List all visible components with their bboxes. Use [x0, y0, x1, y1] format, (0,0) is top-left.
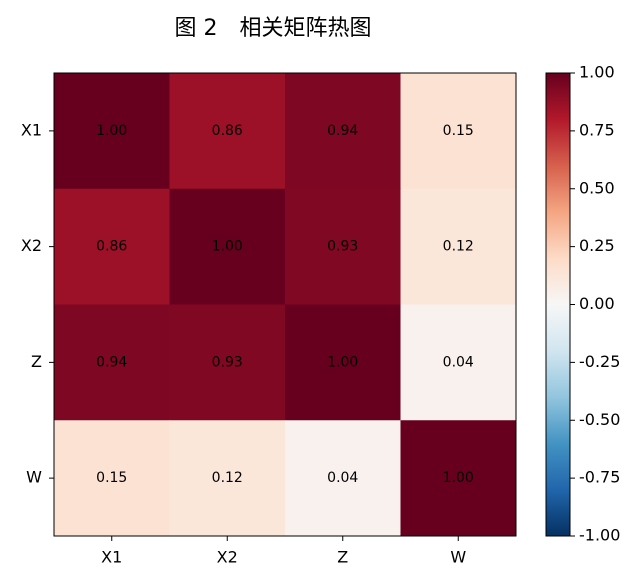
heatmap-cell	[285, 304, 401, 421]
heatmap-cell	[400, 420, 517, 537]
cell-label: 0.86	[212, 123, 243, 139]
heatmap-cell	[400, 188, 517, 305]
x-tick-label: Z	[337, 548, 348, 567]
y-tick-label: X2	[21, 236, 42, 255]
heatmap-cell	[285, 188, 401, 305]
heatmap-cell	[54, 188, 170, 305]
cell-label: 0.93	[327, 239, 358, 255]
colorbar-tick-label: 0.50	[579, 178, 615, 197]
heatmap-cell	[400, 73, 517, 190]
colorbar-tick-label: -0.50	[579, 410, 620, 429]
heatmap-cell	[400, 304, 517, 421]
colorbar-tick-label: 0.25	[579, 236, 615, 255]
x-tick-label: X2	[217, 548, 238, 567]
cell-label: 1.00	[327, 354, 358, 370]
cell-label: 0.15	[96, 470, 127, 486]
colorbar-tick-label: 1.00	[579, 63, 615, 82]
heatmap-cell	[54, 73, 170, 190]
cell-label: 0.15	[443, 123, 474, 139]
cell-label: 0.94	[96, 354, 127, 370]
heatmap-cell	[169, 304, 286, 421]
heatmap-cell	[54, 304, 170, 421]
y-tick-label: X1	[21, 120, 42, 139]
heatmap-cell	[54, 420, 170, 537]
y-tick-label: W	[26, 468, 42, 487]
colorbar-tick-label: -0.75	[579, 468, 620, 487]
colorbar-tick-label: -1.00	[579, 526, 620, 545]
cell-label: 0.04	[443, 354, 474, 370]
colorbar	[545, 72, 571, 537]
heatmap-cell	[169, 73, 286, 190]
cell-label: 1.00	[212, 239, 243, 255]
cell-label: 0.86	[96, 239, 127, 255]
cell-label: 0.12	[212, 470, 243, 486]
cell-label: 0.12	[443, 239, 474, 255]
cell-label: 0.94	[327, 123, 358, 139]
heatmap-cell	[169, 420, 286, 537]
heatmap-cell	[285, 73, 401, 190]
cell-label: 1.00	[443, 470, 474, 486]
heatmap-cell	[285, 420, 401, 537]
y-tick-label: Z	[31, 352, 42, 371]
cell-label: 1.00	[96, 123, 127, 139]
x-tick-label: X1	[101, 548, 122, 567]
colorbar-tick-label: 0.00	[579, 294, 615, 313]
colorbar-tick-label: -0.25	[579, 352, 620, 371]
plot-frame	[53, 72, 517, 537]
x-tick-label: W	[450, 548, 466, 567]
cell-label: 0.04	[327, 470, 358, 486]
cell-label: 0.93	[212, 354, 243, 370]
chart-title: 图 2 相关矩阵热图	[175, 16, 372, 41]
heatmap-cell	[169, 188, 286, 305]
colorbar-tick-label: 0.75	[579, 120, 615, 139]
